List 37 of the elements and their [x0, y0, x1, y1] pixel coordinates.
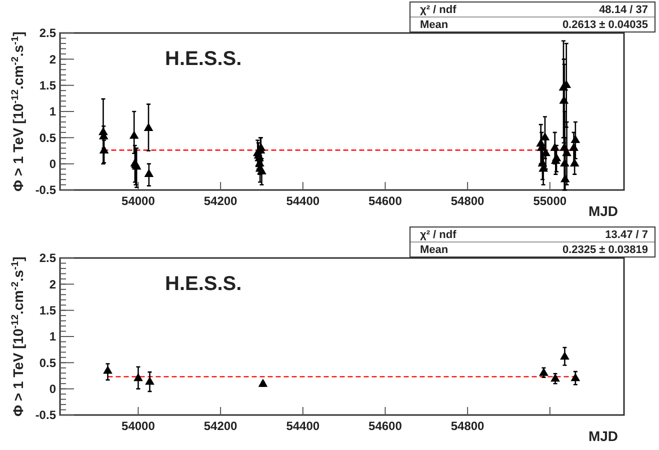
x-tick-label: 54200 — [204, 419, 238, 433]
x-tick-label: 54000 — [122, 194, 156, 208]
x-tick-label: 54200 — [204, 194, 238, 208]
x-tick-label: 54400 — [286, 419, 320, 433]
text: Mean — [420, 19, 448, 31]
y-tick-label: 1.5 — [39, 304, 56, 318]
x-tick-label: 54600 — [368, 419, 402, 433]
y-tick-label: 0 — [49, 382, 56, 396]
y-tick-label: -0.5 — [35, 183, 56, 198]
x-tick-label: 54600 — [368, 194, 402, 208]
y-tick-label: 1 — [49, 330, 56, 344]
y-tick-label: 2.5 — [39, 251, 56, 266]
y-tick-label: 2 — [49, 277, 56, 292]
x-tick-label: 54800 — [450, 194, 485, 208]
x-axis-title: MJD — [588, 428, 618, 444]
x-tick-label: 54400 — [286, 194, 320, 208]
x-tick-label: 54000 — [122, 419, 156, 433]
text: 0.2325 ± 0.03819 — [562, 244, 648, 256]
text: Mean — [420, 244, 448, 256]
y-tick-label: 2.5 — [39, 26, 56, 40]
annotation: H.E.S.S. — [165, 48, 242, 70]
y-tick-label: 0.5 — [39, 130, 56, 145]
text: 0.2613 ± 0.04035 — [562, 19, 648, 31]
x-tick-label: 55000 — [533, 194, 567, 208]
y-tick-label: -0.5 — [35, 408, 56, 422]
text: 48.14 / 37 — [599, 4, 648, 16]
x-tick-label: 54800 — [450, 419, 485, 433]
y-tick-label: 1 — [49, 104, 56, 119]
annotation: H.E.S.S. — [165, 273, 242, 295]
y-tick-label: 1.5 — [39, 78, 56, 93]
y-tick-label: 2 — [49, 52, 56, 66]
y-tick-label: 0.5 — [39, 356, 56, 370]
text: 13.47 / 7 — [605, 229, 648, 241]
y-tick-label: 0 — [49, 157, 56, 172]
text: χ² / ndf — [420, 4, 457, 16]
text: χ² / ndf — [420, 229, 457, 241]
x-axis-title: MJD — [588, 203, 618, 219]
